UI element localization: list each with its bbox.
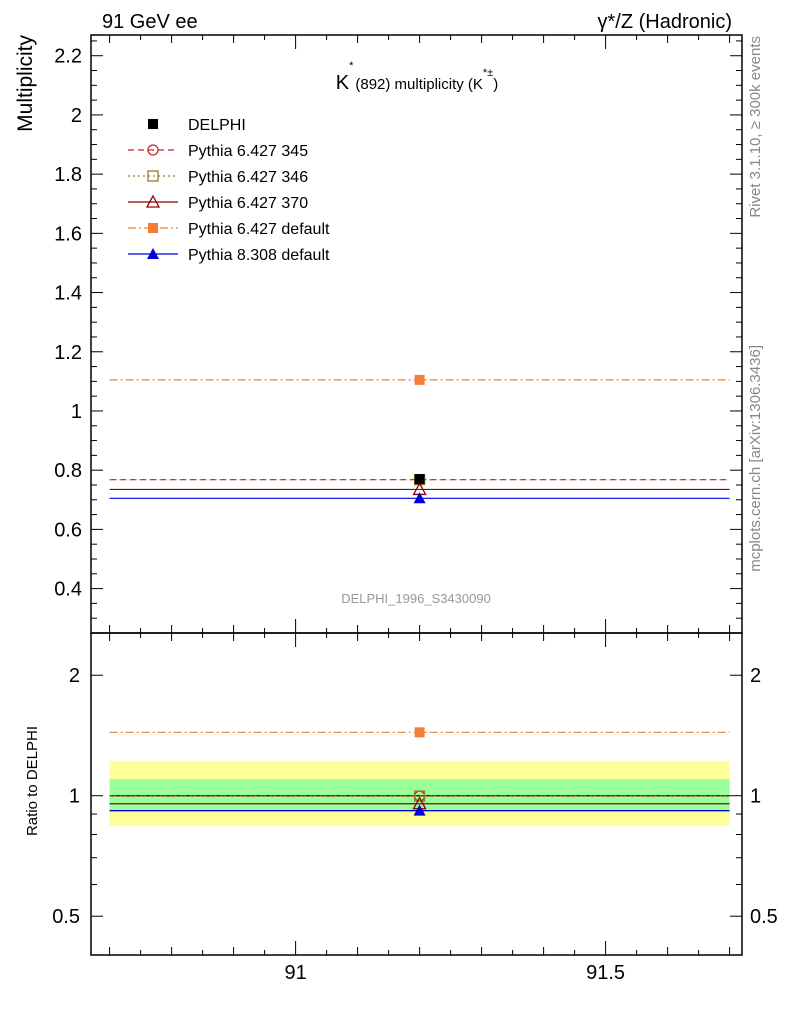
title-sup2: *±: [483, 67, 493, 79]
rivet-label: Rivet 3.1.10, ≥ 300k events: [747, 36, 764, 218]
legend-marker-0: [148, 119, 158, 129]
analysis-label: DELPHI_1996_S3430090: [341, 591, 491, 606]
legend-label-5: Pythia 8.308 default: [188, 247, 330, 264]
legend-marker-3: [145, 194, 161, 208]
ratio-frame: [90, 632, 743, 956]
ratio-xtick-label: 91: [284, 962, 306, 984]
legend-marker-5: [147, 248, 159, 259]
legend-marker-1: [147, 144, 159, 156]
main-ytick-label: 2.2: [54, 46, 82, 68]
ratio-marker-3: [414, 727, 425, 738]
main-ytick-label: 1.2: [54, 342, 82, 364]
series-marker-4: [414, 374, 425, 385]
legend-label-2: Pythia 6.427 346: [188, 169, 308, 186]
ratio-xtick-label: 91.5: [586, 962, 625, 984]
ratio-ylabel: Ratio to DELPHI: [24, 726, 41, 836]
ratio-ytick-label-right: 2: [750, 665, 761, 687]
ratio-marker-1: [413, 790, 426, 802]
ratio-ytick-label-right: 0.5: [750, 906, 778, 928]
legend-marker-2: [147, 170, 159, 182]
legend-label-4: Pythia 6.427 default: [188, 221, 330, 238]
chart-title: K*(892) multiplicity (K*±): [336, 60, 498, 94]
ratio-ytick-label-right: 1: [750, 786, 761, 808]
ratio-ytick-label-left: 1: [69, 786, 80, 808]
main-ytick-label: 1.6: [54, 223, 82, 245]
data-marker: [414, 474, 425, 485]
header-left: 91 GeV ee: [102, 11, 198, 33]
title-k: K: [336, 72, 350, 94]
title-mid: (892) multiplicity (K: [355, 76, 483, 93]
title-sup: *: [349, 60, 354, 72]
main-ytick-label: 1.4: [54, 283, 82, 305]
ratio-ytick-label-left: 2: [69, 665, 80, 687]
main-ytick-label: 0.6: [54, 519, 82, 541]
main-ytick-label: 0.8: [54, 460, 82, 482]
header-right: γ*/Z (Hadronic): [598, 11, 732, 33]
legend-label-1: Pythia 6.427 345: [188, 143, 308, 160]
legend-label-3: Pythia 6.427 370: [188, 195, 308, 212]
main-ytick-label: 2: [71, 105, 82, 127]
ratio-ytick-label-left: 0.5: [52, 906, 80, 928]
mcplots-label: mcplots.cern.ch [arXiv:1306.3436]: [747, 345, 764, 572]
title-end: ): [493, 76, 498, 93]
main-ytick-label: 1.8: [54, 164, 82, 186]
main-ylabel: Multiplicity: [14, 35, 37, 132]
ratio-marker-4: [413, 804, 426, 816]
main-ytick-label: 0.4: [54, 579, 82, 601]
legend: DELPHI Pythia 6.427 345 Pythia 6.427 346 Py…: [128, 117, 330, 264]
legend-label-0: DELPHI: [188, 117, 246, 134]
ratio-plot: 0.5 0.5 1 1 2 2 91 91.5: [52, 632, 778, 984]
main-ytick-label: 1: [71, 401, 82, 423]
main-plot: 0.4 0.6 0.8 1 1.2 1.4 1.6 1.8 2 2.2: [54, 34, 743, 634]
series-marker-5: [413, 492, 426, 504]
legend-marker-4: [148, 223, 158, 233]
